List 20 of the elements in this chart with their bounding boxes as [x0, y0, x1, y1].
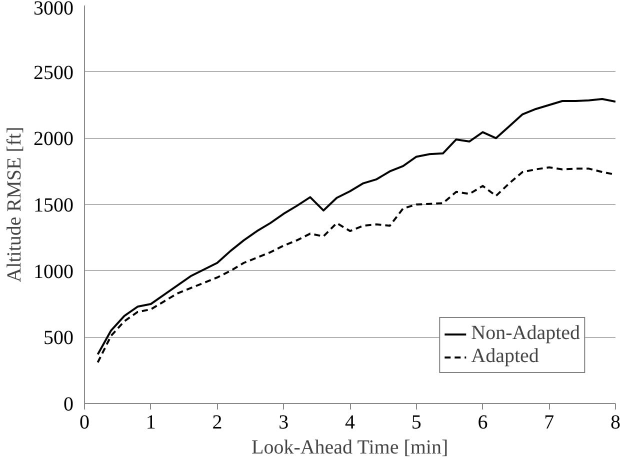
y-tick-label: 3000 [34, 0, 74, 20]
x-tick-label: 8 [610, 412, 620, 434]
x-tick-label: 6 [478, 412, 488, 434]
y-tick-label: 2500 [34, 62, 74, 84]
legend-label: Non-Adapted [471, 322, 580, 345]
x-tick-label: 5 [411, 412, 422, 434]
x-tick-label: 2 [212, 412, 222, 434]
y-tick-label: 2000 [34, 128, 74, 150]
x-tick-label: 4 [345, 412, 355, 434]
legend-label: Adapted [471, 345, 539, 368]
x-axis-title: Look-Ahead Time [min] [251, 436, 448, 458]
x-tick-label: 3 [278, 412, 289, 434]
x-tick-label: 0 [80, 412, 90, 434]
y-tick-label: 0 [64, 394, 74, 416]
y-axis-title: Altitude RMSE [ft] [4, 126, 26, 282]
y-tick-label: 500 [44, 327, 74, 350]
y-tick-label: 1500 [34, 194, 74, 216]
y-tick-label: 1000 [34, 260, 74, 283]
x-tick-label: 7 [544, 412, 554, 434]
x-tick-label: 1 [146, 412, 156, 434]
